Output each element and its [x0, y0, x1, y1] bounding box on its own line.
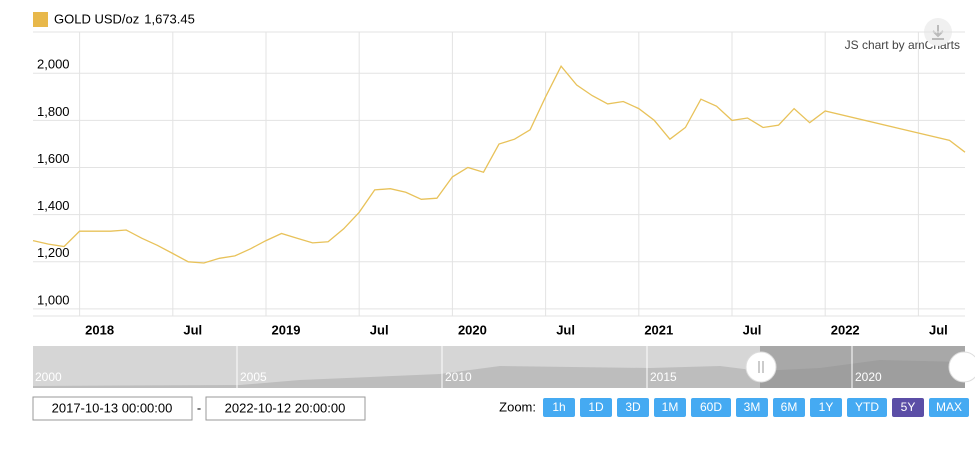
- y-tick-label: 1,400: [37, 198, 70, 213]
- zoom-button[interactable]: 1h: [543, 398, 575, 417]
- zoom-button[interactable]: 3D: [617, 398, 649, 417]
- navigator-selection: [760, 346, 965, 388]
- zoom-button-bg[interactable]: [691, 398, 731, 417]
- navigator-label: 2015: [650, 370, 677, 384]
- x-tick-label: Jul: [183, 322, 202, 337]
- zoom-button-label: MAX: [936, 400, 962, 414]
- zoom-button-label: 6M: [781, 400, 798, 414]
- zoom-button-label: 1Y: [819, 400, 834, 414]
- zoom-button-bg[interactable]: [847, 398, 887, 417]
- zoom-button-label: 5Y: [901, 400, 916, 414]
- zoom-button[interactable]: 6M: [773, 398, 805, 417]
- zoom-button-bg[interactable]: [543, 398, 575, 417]
- series-line: [32, 65, 966, 264]
- navigator-label: 2010: [445, 370, 472, 384]
- x-tick-label: 2018: [85, 322, 114, 337]
- navigator-area: [33, 360, 965, 388]
- y-tick-label: 1,200: [37, 245, 70, 260]
- zoom-button-label: 1h: [552, 400, 565, 414]
- date-to: 2022-10-12 20:00:00: [225, 400, 346, 415]
- x-tick-label: 2022: [831, 322, 860, 337]
- x-tick-label: Jul: [370, 322, 389, 337]
- zoom-button[interactable]: 1M: [654, 398, 686, 417]
- zoom-button[interactable]: YTD: [847, 398, 887, 417]
- navigator-grip[interactable]: [745, 351, 777, 383]
- zoom-button-bg[interactable]: [773, 398, 805, 417]
- date-separator: -: [197, 400, 201, 415]
- zoom-button-bg[interactable]: [580, 398, 612, 417]
- zoom-button[interactable]: 3M: [736, 398, 768, 417]
- zoom-button-label: YTD: [855, 400, 879, 414]
- legend-value: 1,673.45: [144, 11, 195, 26]
- x-tick-label: Jul: [929, 322, 948, 337]
- zoom-button-bg[interactable]: [810, 398, 842, 417]
- y-tick-label: 1,000: [37, 292, 70, 307]
- zoom-button-bg[interactable]: [654, 398, 686, 417]
- zoom-button-label: 60D: [700, 400, 722, 414]
- zoom-button-label: 1D: [588, 400, 604, 414]
- x-tick-label: Jul: [743, 322, 762, 337]
- x-tick-label: 2019: [272, 322, 301, 337]
- x-tick-label: 2020: [458, 322, 487, 337]
- date-from-input[interactable]: [32, 396, 193, 421]
- date-to-input[interactable]: [205, 396, 366, 421]
- zoom-button[interactable]: 5Y: [892, 398, 924, 417]
- zoom-button[interactable]: 1D: [580, 398, 612, 417]
- zoom-button-label: 3D: [625, 400, 641, 414]
- navigator-label: 2000: [35, 370, 62, 384]
- x-tick-label: Jul: [556, 322, 575, 337]
- navigator[interactable]: 2000 2005 2010 2015 2020: [33, 346, 975, 388]
- grip-lines: [758, 361, 764, 373]
- plot: 1,000 1,200 1,400 1,600 1,800 2,000 2018 Jul 201…: [32, 31, 966, 337]
- zoom-button-label: 3M: [744, 400, 761, 414]
- zoom-button-bg[interactable]: [617, 398, 649, 417]
- zoom-button-bg[interactable]: [736, 398, 768, 417]
- y-tick-label: 2,000: [37, 57, 70, 72]
- y-tick-label: 1,600: [37, 151, 70, 166]
- zoom-button-label: 1M: [662, 400, 679, 414]
- legend-marker: [33, 12, 48, 27]
- y-tick-label: 1,800: [37, 104, 70, 119]
- zoom-button[interactable]: 1Y: [810, 398, 842, 417]
- navigator-label: 2020: [855, 370, 882, 384]
- date-from: 2017-10-13 00:00:00: [52, 400, 173, 415]
- navigator-label: 2005: [240, 370, 267, 384]
- zoom-button[interactable]: MAX: [929, 398, 969, 417]
- zoom-label: Zoom:: [499, 399, 536, 414]
- legend-label: GOLD USD/oz: [54, 11, 139, 26]
- zoom-button-bg[interactable]: [892, 398, 924, 417]
- zoom-button-bg[interactable]: [929, 398, 969, 417]
- x-tick-label: 2021: [644, 322, 673, 337]
- navigator-grip[interactable]: [948, 351, 975, 383]
- zoom-button[interactable]: 60D: [691, 398, 731, 417]
- download-glyph: [932, 25, 944, 40]
